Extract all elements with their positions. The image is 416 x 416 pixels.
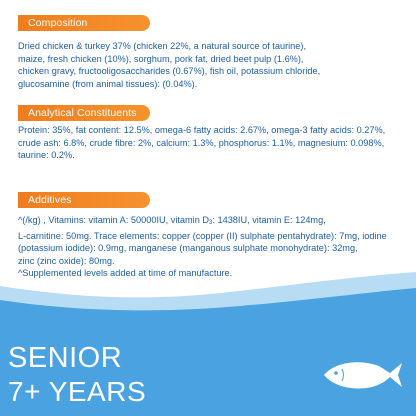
additives-text: ^(/kg) , Vitamins: vitamin A: 50000IU, v… (18, 214, 410, 280)
age-subtitle: 7+ YEARS (8, 376, 147, 407)
analytical-line: taurine: 0.2%. (18, 150, 75, 161)
analytical-heading: Analytical Constituents (18, 105, 150, 121)
wave-main-band (0, 288, 416, 416)
additives-heading: Additives (18, 192, 150, 208)
additives-line: L-carnitine: 50mg. Trace elements: coppe… (18, 230, 387, 241)
additives-line: ^(/kg) , Vitamins: vitamin A: 50000IU, v… (18, 214, 410, 230)
additives-line: (potassium iodide): 0.9mg, manganese (ma… (18, 243, 358, 254)
composition-line: Dried chicken & turkey 37% (chicken 22%,… (18, 41, 307, 51)
composition-line: chicken gravy, fructooligosaccharides (0… (18, 66, 321, 77)
analytical-line: Protein: 35%, fat content: 12.5%, omega-… (18, 125, 386, 135)
analytical-text: Protein: 35%, fat content: 12.5%, omega-… (18, 124, 410, 162)
additives-line: zinc (zinc oxide): 80mg. (18, 255, 115, 266)
composition-line: maize, fresh chicken (10%), sorghum, por… (18, 53, 304, 64)
analytical-line: crude ash: 6.8%, crude fibre: 2%, calciu… (18, 137, 385, 148)
additives-subscript: 3 (209, 220, 213, 226)
additives-line: ^Supplemented levels added at time of ma… (18, 268, 233, 279)
composition-heading: Composition (18, 15, 150, 31)
composition-text: Dried chicken & turkey 37% (chicken 22%,… (18, 40, 410, 90)
composition-line: glucosamine (from animal tissues): (0.04… (18, 78, 198, 89)
fish-icon (324, 362, 402, 389)
senior-title: SENIOR (8, 342, 123, 374)
additives-line-part: : 1438IU, vitamin E: 124mg, (212, 215, 326, 225)
additives-line-part: ^(/kg) , Vitamins: vitamin A: 50000IU, v… (18, 215, 210, 225)
